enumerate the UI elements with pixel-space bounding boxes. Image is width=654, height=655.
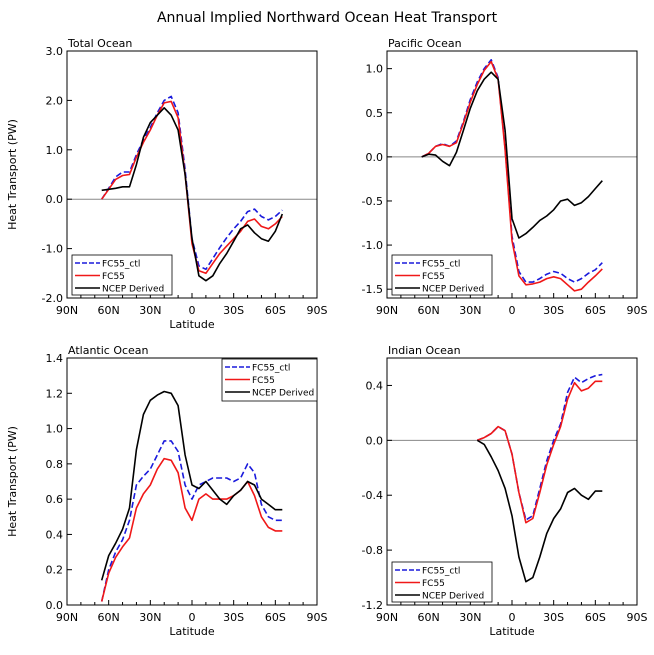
series-line-fc55-ctl bbox=[100, 440, 283, 602]
legend: FC55_ctl FC55 NCEP Derived bbox=[391, 254, 493, 296]
legend-label: FC55_ctl bbox=[422, 567, 460, 577]
x-tick-label: 30S bbox=[223, 611, 244, 624]
legend-label: NCEP Derived bbox=[252, 389, 314, 399]
x-tick-label: 60N bbox=[98, 304, 120, 317]
chart-panel-3: 90N 60N 30N 0 30S 60S 90S 0.0 0.2 0.4 0.6 0.8 1.0 1.2… bbox=[6, 344, 328, 638]
x-tick-label: 0 bbox=[509, 611, 516, 624]
y-tick-label: 1.0 bbox=[366, 63, 384, 76]
y-tick-label: 0.4 bbox=[366, 379, 384, 392]
x-tick-label: 60S bbox=[265, 304, 286, 317]
series-line-fc55 bbox=[101, 100, 283, 275]
x-tick-label: 60N bbox=[98, 611, 120, 624]
y-tick-label: -0.8 bbox=[362, 544, 383, 557]
chart-panels: 90N 60N 30N 0 30S 60S 90S -2.0 -1.0 0.0 1.0 2.0 3.0T… bbox=[6, 37, 648, 638]
x-tick-label: 90N bbox=[376, 611, 398, 624]
legend-label: FC55_ctl bbox=[102, 260, 140, 270]
y-tick-label: 0.0 bbox=[366, 151, 384, 164]
y-tick-label: 0.8 bbox=[46, 458, 64, 471]
legend-label: FC55 bbox=[422, 579, 445, 589]
y-tick-label: 3.0 bbox=[46, 45, 64, 58]
legend-label: NCEP Derived bbox=[422, 285, 484, 295]
legend: FC55_ctl FC55 NCEP Derived bbox=[71, 254, 173, 296]
y-tick-label: -0.4 bbox=[362, 489, 383, 502]
y-tick-label: 0.0 bbox=[46, 193, 64, 206]
y-tick-label: 0.4 bbox=[46, 528, 64, 541]
panel-title: Total Ocean bbox=[67, 37, 132, 50]
series-line-fc55 bbox=[100, 457, 283, 602]
y-tick-label: 0.5 bbox=[366, 107, 384, 120]
x-tick-label: 30N bbox=[139, 304, 161, 317]
panel-title: Atlantic Ocean bbox=[68, 344, 149, 357]
x-tick-label: 0 bbox=[189, 611, 196, 624]
x-tick-label: 30S bbox=[543, 611, 564, 624]
x-tick-label: 30S bbox=[223, 304, 244, 317]
series-line-ncep-derived bbox=[421, 71, 603, 239]
y-tick-label: -1.2 bbox=[362, 599, 383, 612]
panel-title: Pacific Ocean bbox=[388, 37, 462, 50]
x-axis-label: Latitude bbox=[169, 318, 215, 331]
series-line-fc55 bbox=[421, 60, 603, 292]
legend-label: FC55_ctl bbox=[422, 260, 460, 270]
y-axis-label: Heat Transport (PW) bbox=[6, 426, 19, 537]
y-tick-label: 0.0 bbox=[366, 434, 384, 447]
legend-label: FC55 bbox=[252, 376, 275, 386]
y-axis-label: Heat Transport (PW) bbox=[6, 119, 19, 230]
legend: FC55_ctl FC55 NCEP Derived bbox=[391, 561, 493, 603]
x-tick-label: 30N bbox=[459, 304, 481, 317]
x-tick-label: 90S bbox=[627, 611, 648, 624]
x-tick-label: 60S bbox=[585, 611, 606, 624]
legend-label: FC55 bbox=[422, 272, 445, 282]
legend-label: FC55 bbox=[102, 272, 125, 282]
y-tick-label: 0.0 bbox=[46, 599, 64, 612]
legend-label: NCEP Derived bbox=[422, 592, 484, 602]
x-tick-label: 90N bbox=[56, 611, 78, 624]
x-tick-label: 90S bbox=[627, 304, 648, 317]
y-tick-label: -0.5 bbox=[362, 195, 383, 208]
x-tick-label: 90N bbox=[376, 304, 398, 317]
x-tick-label: 60N bbox=[418, 611, 440, 624]
x-tick-label: 90S bbox=[307, 611, 328, 624]
x-tick-label: 30N bbox=[139, 611, 161, 624]
chart-panel-4: 90N 60N 30N 0 30S 60S 90S -1.2 -0.8 -0.4 0.0 0.4 Ind… bbox=[362, 344, 648, 638]
y-tick-label: 0.6 bbox=[46, 493, 64, 506]
chart-panel-2: 90N 60N 30N 0 30S 60S 90S -1.5 -1.0 -0.5 0.0 0.5 1.0… bbox=[362, 37, 648, 317]
y-tick-label: -1.0 bbox=[362, 239, 383, 252]
x-axis-label: Latitude bbox=[169, 625, 215, 638]
chart-panel-1: 90N 60N 30N 0 30S 60S 90S -2.0 -1.0 0.0 1.0 2.0 3.0T… bbox=[6, 37, 328, 331]
series-line-ncep-derived bbox=[476, 439, 603, 583]
x-tick-label: 60S bbox=[585, 304, 606, 317]
series-line-fc55 bbox=[477, 380, 603, 524]
y-tick-label: -1.0 bbox=[42, 243, 63, 256]
figure-title: Annual Implied Northward Ocean Heat Tran… bbox=[157, 10, 498, 26]
y-tick-label: 1.0 bbox=[46, 423, 64, 436]
x-tick-label: 90N bbox=[56, 304, 78, 317]
x-tick-label: 60N bbox=[418, 304, 440, 317]
x-tick-label: 30S bbox=[543, 304, 564, 317]
x-tick-label: 60S bbox=[265, 611, 286, 624]
legend-box bbox=[221, 358, 318, 402]
legend-label: NCEP Derived bbox=[102, 285, 164, 295]
y-tick-label: 1.4 bbox=[46, 352, 64, 365]
series-line-ncep-derived bbox=[101, 107, 284, 282]
y-tick-label: 2.0 bbox=[46, 94, 64, 107]
x-tick-label: 0 bbox=[509, 304, 516, 317]
x-tick-label: 0 bbox=[189, 304, 196, 317]
legend-label: FC55_ctl bbox=[252, 364, 290, 374]
y-tick-label: 1.2 bbox=[46, 387, 64, 400]
panel-title: Indian Ocean bbox=[388, 344, 461, 357]
x-axis-label: Latitude bbox=[489, 625, 535, 638]
legend: FC55_ctl FC55 NCEP Derived bbox=[221, 358, 318, 402]
y-tick-label: -2.0 bbox=[42, 292, 63, 305]
y-tick-label: 0.2 bbox=[46, 564, 64, 577]
series-line-ncep-derived bbox=[100, 390, 283, 581]
x-tick-label: 90S bbox=[307, 304, 328, 317]
y-tick-label: -1.5 bbox=[362, 283, 383, 296]
y-tick-label: 1.0 bbox=[46, 144, 64, 157]
x-tick-label: 30N bbox=[459, 611, 481, 624]
